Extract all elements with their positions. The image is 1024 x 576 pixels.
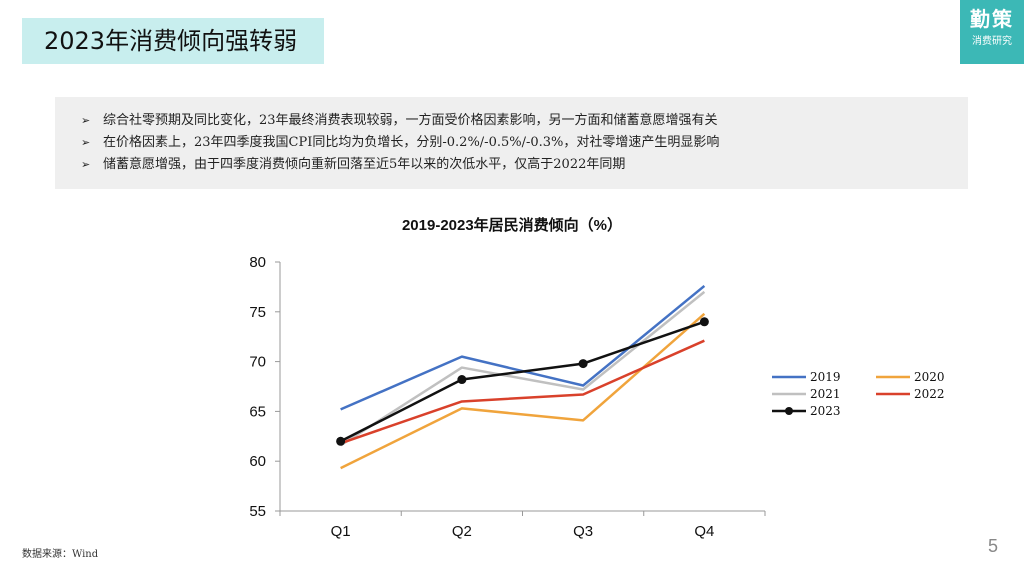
y-tick-label: 80 [249,254,266,271]
arrow-right-icon: ➢ [81,158,91,171]
series-line-2021 [339,290,706,447]
arrow-right-icon: ➢ [81,114,91,127]
summary-bullets: ➢ 综合社零预期及同比变化，23年最终消费表现较弱，一方面受价格因素影响，另一方面… [55,97,968,189]
x-tick-label: Q3 [573,523,593,540]
y-tick-label: 55 [249,503,266,520]
data-point-2023 [578,359,588,369]
bullet-item: ➢ 在价格因素上，23年四季度我国CPI同比均为负增长，分别-0.2%/-0.5%… [81,132,968,154]
y-tick-label: 60 [249,453,266,470]
bullet-text: 在价格因素上，23年四季度我国CPI同比均为负增长，分别-0.2%/-0.5%/… [103,135,720,150]
series-line-2022 [340,339,705,445]
page-title: 2023年消费倾向强转弱 [22,18,324,64]
data-point-2023 [457,375,467,385]
logo-main-text: 勤策 [970,7,1014,31]
arrow-right-icon: ➢ [81,136,91,149]
logo-sub-text: 消费研究 [972,36,1012,47]
data-source: 数据来源：Wind [22,549,99,560]
series-line-2023 [340,320,705,443]
bullet-item: ➢ 储蓄意愿增强，由于四季度消费倾向重新回落至近5年以来的次低水平，仅高于2022… [81,154,968,176]
legend-label-2021: 2021 [810,387,841,401]
series-line-2019 [340,284,706,411]
chart-title: 2019-2023年居民消费倾向（%） [401,217,623,234]
bullet-text: 储蓄意愿增强，由于四季度消费倾向重新回落至近5年以来的次低水平，仅高于2022年… [103,157,626,172]
legend-marker-2023 [785,407,793,415]
legend-label-2023: 2023 [810,404,841,418]
data-point-2023 [336,436,346,446]
legend-label-2022: 2022 [914,387,945,401]
legend-label-2020: 2020 [914,370,945,384]
y-tick-label: 65 [249,403,266,420]
bullet-item: ➢ 综合社零预期及同比变化，23年最终消费表现较弱，一方面受价格因素影响，另一方面… [81,110,968,132]
y-tick-label: 70 [249,354,266,371]
x-tick-label: Q2 [452,523,472,540]
brand-logo: 勤策 消费研究 [960,0,1024,64]
x-tick-label: Q4 [694,523,714,540]
legend-label-2019: 2019 [810,370,841,384]
page-number: 5 [988,536,999,556]
bullet-text: 综合社零预期及同比变化，23年最终消费表现较弱，一方面受价格因素影响，另一方面和… [103,113,718,128]
y-tick-label: 75 [249,304,266,321]
x-tick-label: Q1 [331,523,351,540]
data-point-2023 [699,317,709,327]
